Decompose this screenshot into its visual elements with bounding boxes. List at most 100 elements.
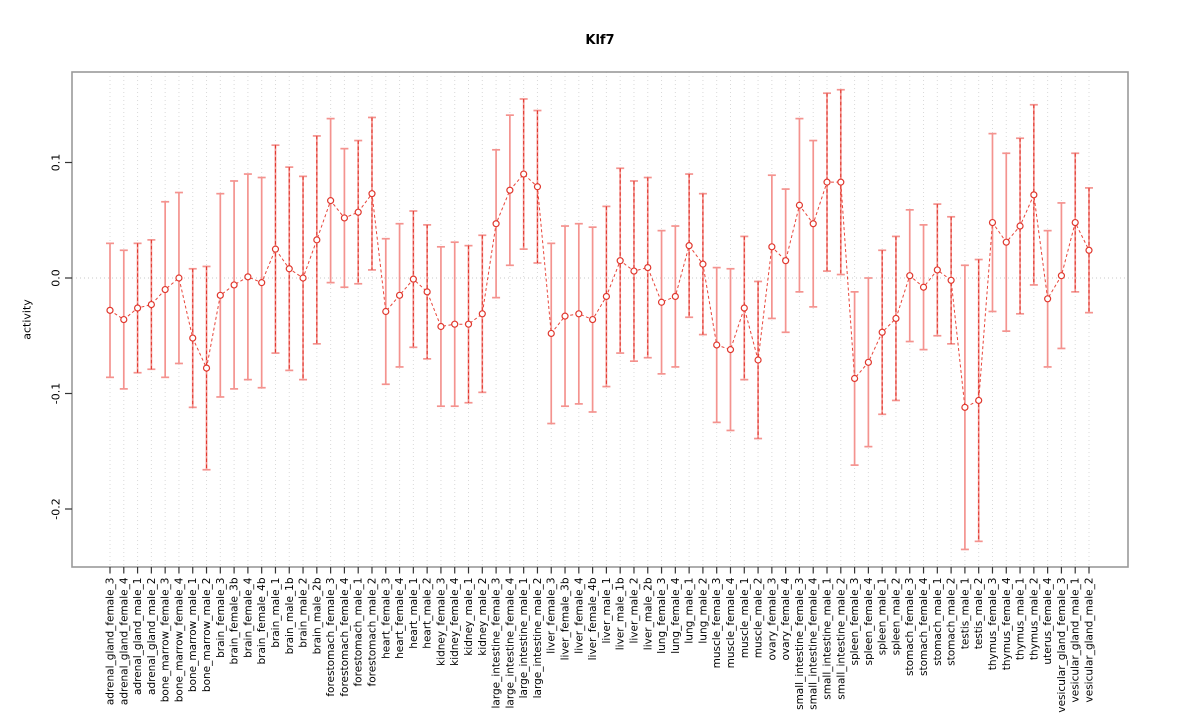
data-point (520, 170, 528, 178)
data-point (988, 218, 997, 227)
plot-border (71, 71, 1129, 568)
data-point (382, 307, 390, 316)
x-tick-label: uterus_female_4 (1042, 577, 1054, 664)
x-tick-label: spleen_male_1 (877, 578, 889, 656)
x-tick-label: ovary_female_3 (766, 578, 778, 661)
data-point (754, 356, 762, 364)
x-tick-label: lung_female_3 (656, 578, 668, 654)
x-tick-label: heart_female_3 (380, 578, 392, 659)
data-point (230, 281, 238, 289)
data-point (850, 374, 859, 383)
x-tick-label: liver_male_1 (601, 578, 613, 644)
x-tick-label: liver_female_3b (560, 577, 572, 660)
x-tick-label: brain_male_2 (298, 578, 310, 648)
x-tick-label: vesicular_gland_male_2 (1084, 578, 1096, 703)
x-tick-label: stomach_male_1 (932, 578, 944, 666)
data-point (589, 315, 597, 324)
data-point (713, 341, 721, 349)
data-point (768, 243, 776, 251)
x-tick-label: large_intestine_male_1 (518, 578, 530, 699)
x-tick-label: lung_male_2 (697, 578, 709, 644)
data-point (699, 260, 707, 268)
data-point (120, 315, 128, 324)
data-point (837, 178, 845, 186)
x-tick-label: lung_female_4 (670, 577, 682, 654)
data-point (133, 304, 142, 312)
x-tick-label: kidney_male_1 (463, 578, 475, 656)
x-tick-label: forestomach_female_3 (325, 578, 337, 697)
data-point (258, 279, 266, 287)
data-point (864, 358, 872, 366)
x-tick-label: liver_female_4b (587, 577, 599, 660)
x-tick-label: small_intestine_female_4 (808, 577, 820, 710)
x-tick-label: adrenal_gland_male_2 (146, 578, 158, 695)
data-point (451, 320, 459, 328)
x-tick-label: large_intestine_female_4 (504, 577, 516, 708)
data-point (671, 292, 679, 301)
x-tick-label: vesicular_gland_male_1 (1070, 578, 1082, 703)
data-point (933, 266, 941, 274)
x-tick-label: adrenal_gland_male_1 (132, 578, 144, 695)
chart-title: Klf7 (585, 33, 615, 48)
y-axis-title: activity (20, 299, 34, 340)
x-tick-label: bone_marrow_female_3 (160, 578, 172, 703)
data-point (657, 298, 666, 306)
data-point (616, 257, 624, 265)
x-tick-label: bone_marrow_male_1 (187, 578, 199, 693)
data-point (726, 346, 735, 354)
x-tick-label: stomach_female_3 (904, 578, 916, 676)
data-point (630, 267, 638, 275)
x-tick-label: stomach_male_2 (946, 578, 958, 666)
x-tick-label: brain_female_4 (242, 577, 254, 658)
data-point (561, 312, 569, 320)
data-point (437, 322, 445, 331)
x-tick-label: muscle_male_1 (739, 578, 751, 659)
data-point (271, 245, 280, 253)
x-tick-label: stomach_female_4 (918, 577, 930, 676)
data-point (685, 242, 693, 250)
data-point (782, 257, 790, 265)
x-tick-label: testis_male_1 (959, 577, 971, 649)
data-point (175, 274, 183, 282)
data-point (327, 197, 335, 205)
x-tick-label: large_intestine_male_2 (532, 578, 544, 699)
data-point (354, 208, 362, 216)
x-tick-label: liver_male_2 (628, 578, 640, 644)
x-tick-label: heart_male_2 (422, 578, 434, 649)
data-point (644, 264, 652, 272)
x-tick-label: brain_female_3 (215, 578, 227, 658)
y-axis: 0.1 0.0 -0.1 -0.2 (50, 154, 72, 520)
x-tick-label: vesicular_gland_female_3 (1056, 578, 1068, 713)
data-point (947, 276, 955, 284)
x-tick-label: liver_male_2b (642, 577, 654, 650)
data-point (975, 396, 983, 405)
x-tick-label: large_intestine_female_3 (491, 578, 503, 709)
x-tick-label: liver_male_1b (615, 577, 627, 650)
data-point (340, 214, 349, 222)
x-tick-label: brain_female_4b (256, 577, 268, 664)
data-point (740, 304, 748, 312)
data-point (147, 300, 155, 309)
x-tick-label: brain_male_2b (311, 577, 323, 654)
x-tick-label: spleen_male_2 (890, 578, 902, 656)
x-tick-label: heart_male_1 (408, 578, 420, 649)
data-point (1030, 191, 1038, 199)
x-tick-label: liver_female_4 (573, 577, 585, 654)
data-point (1044, 295, 1052, 303)
x-tick-label: brain_male_1b (284, 577, 296, 654)
plot-border-group (71, 71, 1129, 568)
x-tick-label: thymus_female_4 (1001, 577, 1013, 670)
data-point (1057, 272, 1066, 280)
series-line (109, 173, 1090, 409)
data-point (464, 320, 473, 328)
x-tick-label: liver_female_3 (546, 578, 558, 654)
y-tick-label: 0.1 (50, 154, 63, 172)
data-point (478, 310, 486, 318)
data-point (919, 283, 928, 291)
data-points (106, 170, 1093, 411)
y-tick-label: 0.0 (50, 269, 63, 287)
x-tick-label: adrenal_gland_female_4 (118, 577, 130, 705)
data-point (244, 273, 252, 281)
